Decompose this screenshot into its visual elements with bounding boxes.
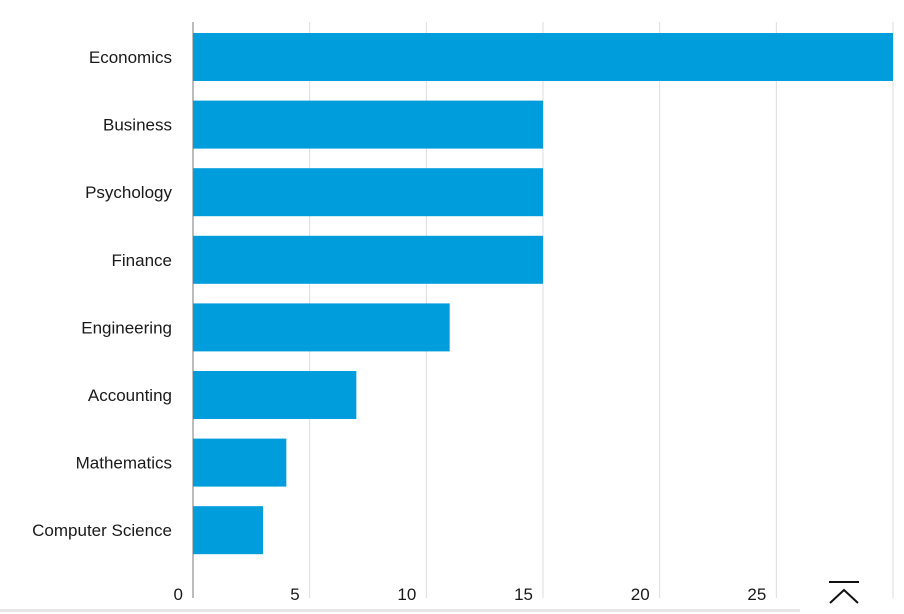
x-tick-label: 0 (174, 585, 183, 604)
category-label: Psychology (85, 183, 172, 202)
category-labels: Economics Business Psychology Finance Engine… (32, 48, 172, 540)
bar-mathematics (193, 438, 287, 487)
x-tick-labels: 0 5 10 15 20 25 (174, 585, 767, 604)
bar-finance (193, 235, 543, 284)
bar-psychology (193, 168, 543, 217)
x-tick-label: 25 (747, 585, 766, 604)
category-label: Business (103, 116, 172, 135)
bar-engineering (193, 303, 450, 352)
bar-economics (193, 33, 893, 81)
bar-business (193, 100, 543, 149)
category-label: Engineering (81, 318, 172, 337)
scroll-to-top-button[interactable] (822, 578, 866, 608)
x-tick-label: 15 (514, 585, 533, 604)
bars (193, 33, 893, 555)
category-label: Finance (112, 251, 172, 270)
bar-accounting (193, 371, 357, 419)
chevron-up-bar-icon (829, 581, 859, 604)
bottom-divider (0, 609, 800, 612)
x-tick-label: 10 (397, 585, 416, 604)
category-label: Accounting (88, 386, 172, 405)
x-tick-label: 5 (290, 585, 299, 604)
category-label: Economics (89, 48, 172, 67)
bar-computer-science (193, 506, 263, 555)
category-label: Mathematics (76, 454, 172, 473)
x-tick-label: 20 (631, 585, 650, 604)
category-label: Computer Science (32, 521, 172, 540)
